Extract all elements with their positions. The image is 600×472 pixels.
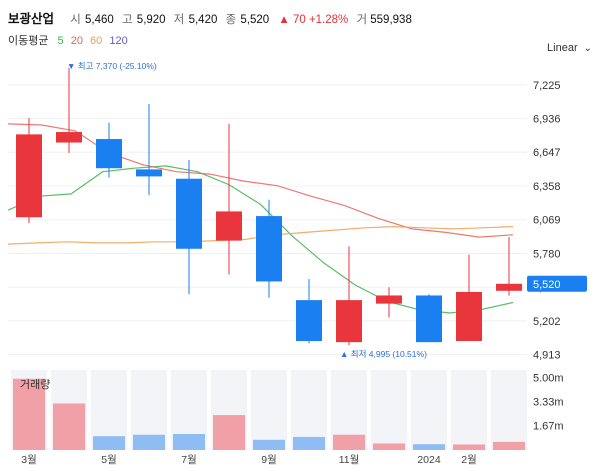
volume-bar [493, 441, 525, 450]
volume-title: 거래량 [20, 379, 51, 391]
price-header: 보광산업 시 5,460 고 5,920 저 5,420 종 5,520 ▲ 7… [8, 8, 412, 27]
volume-tick-label: 5.00m [533, 372, 564, 384]
y-tick-label: 6,647 [533, 147, 561, 159]
volume-column-bg [491, 370, 527, 450]
x-tick-label: 3월 [21, 454, 37, 466]
candle-body [296, 300, 322, 341]
current-price-badge [527, 275, 587, 292]
candle-body [456, 291, 482, 341]
scale-mode-label: Linear [547, 42, 578, 54]
candle-body [96, 139, 122, 169]
volume-bar [213, 415, 245, 450]
ma-20-label[interactable]: 20 [70, 35, 83, 47]
volume-column-bg [451, 370, 487, 450]
y-tick-label: 7,225 [533, 80, 561, 92]
ma-60-label[interactable]: 60 [90, 35, 103, 47]
x-tick-label: 2024 [417, 454, 441, 466]
x-tick-label: 2월 [461, 454, 477, 466]
open-label: 시 [70, 14, 81, 26]
y-tick-label: 6,358 [533, 181, 561, 193]
x-tick-label: 7월 [181, 454, 197, 466]
volume-column-bg [291, 370, 327, 450]
volume-tick-label: 3.33m [533, 397, 564, 409]
volume-tick-label: 1.67m [533, 421, 564, 433]
y-tick-label: 5,202 [533, 316, 561, 328]
x-tick-label: 11월 [339, 454, 360, 466]
candle-body [256, 216, 282, 282]
candle-body [496, 283, 522, 291]
volume-column-bg [371, 370, 407, 450]
candle-body [216, 211, 242, 241]
change-percent: +1.28% [308, 14, 349, 26]
low-label: 저 [173, 14, 185, 26]
stock-name: 보광산업 [8, 12, 55, 26]
candle-body [336, 300, 362, 343]
current-price-label: 5,520 [533, 279, 561, 291]
volume-bar [173, 434, 205, 450]
volume-bar [293, 436, 325, 450]
max-price-annotation: ▼ 최고 7,370 (-25.10%) [67, 61, 157, 71]
x-tick-label: 5월 [101, 454, 117, 466]
volume-column-bg [411, 370, 447, 450]
high-label: 고 [122, 14, 133, 26]
chevron-down-icon: ⌄ [583, 43, 592, 54]
candle-body [136, 169, 162, 177]
candle-body [56, 132, 82, 143]
moving-average-title: 이동평균 [8, 35, 49, 47]
ma-5-label[interactable]: 5 [57, 35, 64, 47]
close-label: 종 [225, 14, 237, 26]
y-tick-label: 5,780 [533, 248, 561, 260]
moving-average-legend: 이동평균 5 20 60 120 [8, 32, 132, 48]
close-value: 5,520 [240, 14, 270, 26]
high-value: 5,920 [136, 14, 166, 26]
change-arrow-icon: ▲ [278, 14, 290, 26]
volume-column-bg [251, 370, 287, 450]
volume-bar [13, 378, 45, 450]
candle-body [416, 295, 442, 343]
scale-mode-dropdown[interactable]: Linear ⌄ [547, 42, 592, 54]
open-value: 5,460 [85, 14, 114, 26]
volume-bar [413, 444, 445, 450]
candle-body [176, 178, 202, 249]
volume-bar [133, 434, 165, 450]
volume-value: 559,938 [370, 14, 412, 26]
min-price-annotation: ▲ 최저 4,995 (10.51%) [340, 349, 427, 359]
volume-label: 거 [356, 14, 368, 26]
change-indicator: ▲ 70 +1.28% [278, 14, 348, 26]
volume-bar [93, 436, 125, 450]
y-tick-label: 6,936 [533, 113, 561, 125]
candle-body [16, 134, 42, 218]
volume-bar [333, 434, 365, 450]
low-value: 5,420 [188, 14, 218, 26]
candle-body [376, 295, 402, 304]
x-tick-label: 9월 [261, 454, 277, 466]
y-tick-label: 4,913 [533, 350, 561, 362]
volume-bar [373, 443, 405, 450]
change-value: 70 [292, 14, 306, 26]
volume-bar [253, 439, 285, 450]
y-tick-label: 6,069 [533, 215, 561, 227]
ma-20-line [7, 123, 514, 238]
ma-120-label[interactable]: 120 [109, 35, 128, 47]
volume-bar [53, 403, 85, 450]
volume-bar [453, 444, 485, 450]
